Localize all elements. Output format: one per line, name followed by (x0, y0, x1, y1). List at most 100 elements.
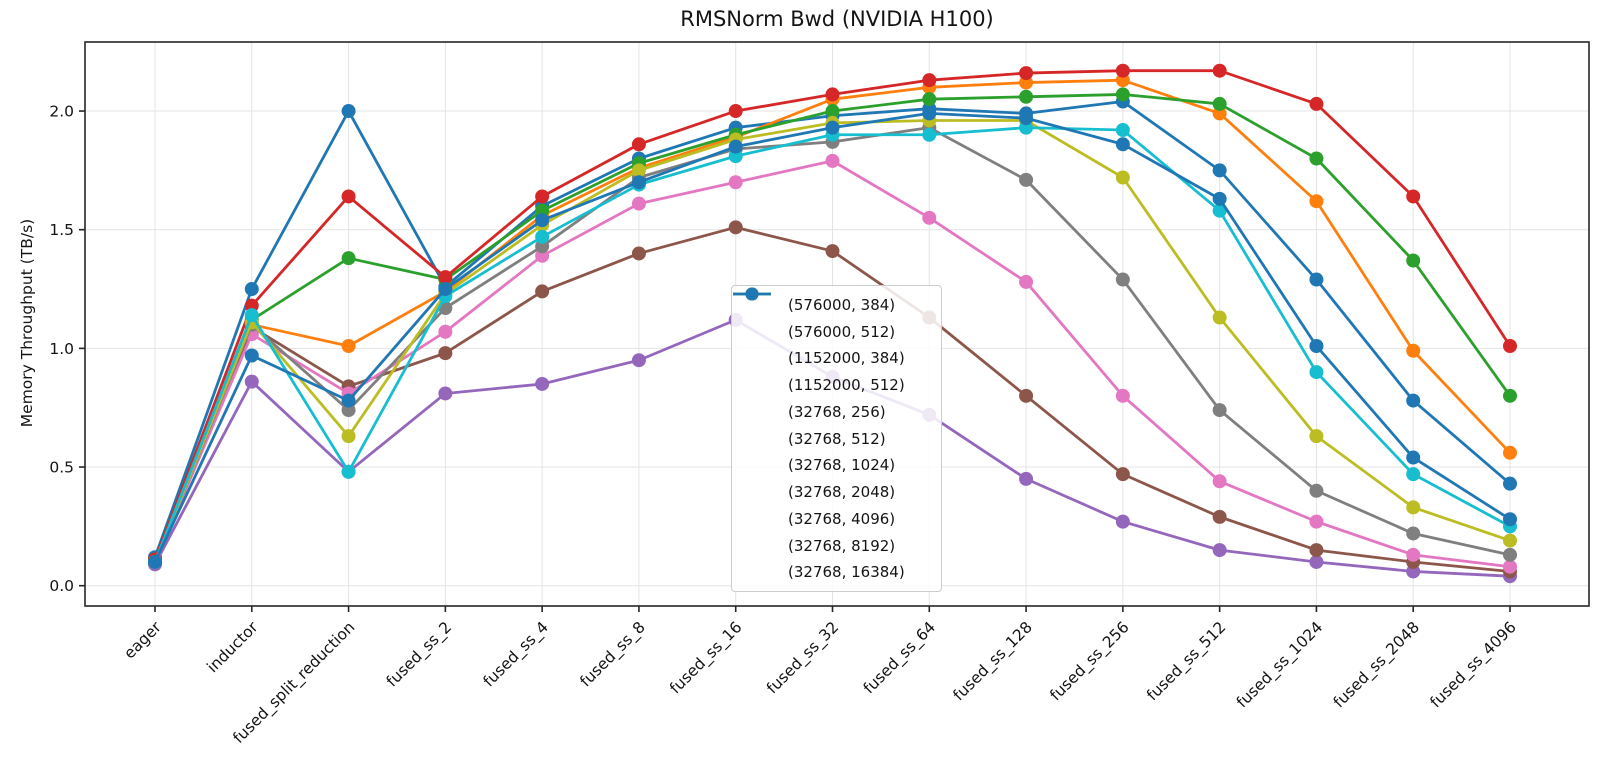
legend-marker-icon (733, 287, 780, 393)
data-point (535, 229, 550, 244)
legend-label: (32768, 512) (788, 429, 886, 448)
data-point (1503, 559, 1518, 574)
data-point (922, 92, 937, 107)
data-point (1212, 203, 1227, 218)
legend-label: (32768, 256) (788, 402, 886, 421)
legend-marker-icon (733, 287, 780, 340)
data-point (1019, 388, 1034, 403)
data-point (535, 376, 550, 391)
data-point (1309, 554, 1324, 569)
data-point (1212, 543, 1227, 558)
data-point (825, 104, 840, 119)
data-point (1309, 272, 1324, 287)
legend-marker-icon (733, 287, 780, 366)
legend-item: (1152000, 384) (733, 287, 941, 370)
data-point (341, 429, 356, 444)
data-point (922, 73, 937, 88)
data-point (1212, 474, 1227, 489)
data-point (438, 346, 453, 361)
legend-label: (576000, 512) (788, 322, 896, 341)
data-point (631, 175, 646, 190)
legend-marker-icon (733, 287, 780, 527)
data-point (1503, 512, 1518, 527)
data-point (1406, 500, 1421, 515)
data-point (1503, 388, 1518, 403)
y-tick-label: 1.0 (49, 340, 74, 358)
data-point (728, 175, 743, 190)
data-point (1503, 445, 1518, 460)
data-point (1115, 514, 1130, 529)
y-tick-label: 2.0 (49, 103, 74, 121)
data-point (1212, 191, 1227, 206)
data-point (1212, 63, 1227, 78)
data-point (1115, 87, 1130, 102)
data-point (1115, 272, 1130, 287)
legend-marker-icon (733, 287, 780, 554)
data-point (244, 308, 259, 323)
data-point (922, 106, 937, 121)
data-point (1115, 170, 1130, 185)
y-axis-label: Memory Throughput (TB/s) (18, 218, 36, 428)
data-point (1115, 137, 1130, 152)
x-tick-label: fused_ss_16 (666, 618, 746, 698)
data-point (1019, 274, 1034, 289)
x-tick-label: inductor (203, 618, 262, 677)
data-point (438, 324, 453, 339)
data-point (1406, 253, 1421, 268)
data-point (341, 393, 356, 408)
data-point (1019, 89, 1034, 104)
x-tick-label: fused_ss_128 (950, 618, 1037, 705)
data-point (341, 464, 356, 479)
data-point (825, 120, 840, 135)
data-point (535, 213, 550, 228)
legend-marker-icon (733, 287, 780, 500)
data-point (438, 270, 453, 285)
legend-item: (32768, 1024) (733, 287, 941, 477)
data-point (244, 348, 259, 363)
data-point (244, 374, 259, 389)
legend-item: (32768, 16384) (733, 287, 941, 584)
data-point (1309, 96, 1324, 111)
data-point (1019, 66, 1034, 81)
legend-item: (1152000, 512) (733, 287, 941, 397)
x-tick-label: fused_ss_2048 (1330, 618, 1424, 712)
data-point (631, 246, 646, 261)
x-tick-label: fused_ss_2 (383, 618, 456, 691)
data-point (1406, 393, 1421, 408)
data-point (1212, 310, 1227, 325)
data-point (1503, 338, 1518, 353)
data-point (631, 196, 646, 211)
legend: (576000, 384) (576000, 512) (1152000, 38… (731, 285, 942, 592)
data-point (1212, 509, 1227, 524)
legend-label: (32768, 2048) (788, 483, 896, 501)
x-tick-label: fused_ss_4096 (1427, 618, 1521, 712)
data-point (341, 251, 356, 266)
x-tick-label: fused_ss_8 (576, 618, 649, 691)
x-tick-label: fused_ss_256 (1046, 618, 1133, 705)
data-point (1406, 343, 1421, 358)
data-point (1115, 63, 1130, 78)
data-point (825, 87, 840, 102)
legend-item: (576000, 512) (733, 287, 941, 344)
y-tick-label: 0.0 (49, 577, 74, 595)
data-point (1019, 111, 1034, 126)
data-point (1212, 96, 1227, 111)
data-point (1309, 483, 1324, 498)
data-point (922, 127, 937, 142)
data-point (825, 244, 840, 259)
data-point (1406, 467, 1421, 482)
data-point (535, 189, 550, 204)
data-point (1406, 189, 1421, 204)
plot-border (84, 41, 1590, 607)
data-point (631, 163, 646, 178)
x-tick-label: eager (120, 618, 165, 663)
data-point (1019, 172, 1034, 187)
data-point (1115, 388, 1130, 403)
data-point (438, 282, 453, 297)
data-point (1212, 163, 1227, 178)
data-point (728, 220, 743, 235)
data-point (1115, 123, 1130, 138)
legend-item: (32768, 8192) (733, 287, 941, 558)
legend-label: (1152000, 384) (788, 349, 905, 368)
legend-item: (32768, 256) (733, 287, 941, 424)
